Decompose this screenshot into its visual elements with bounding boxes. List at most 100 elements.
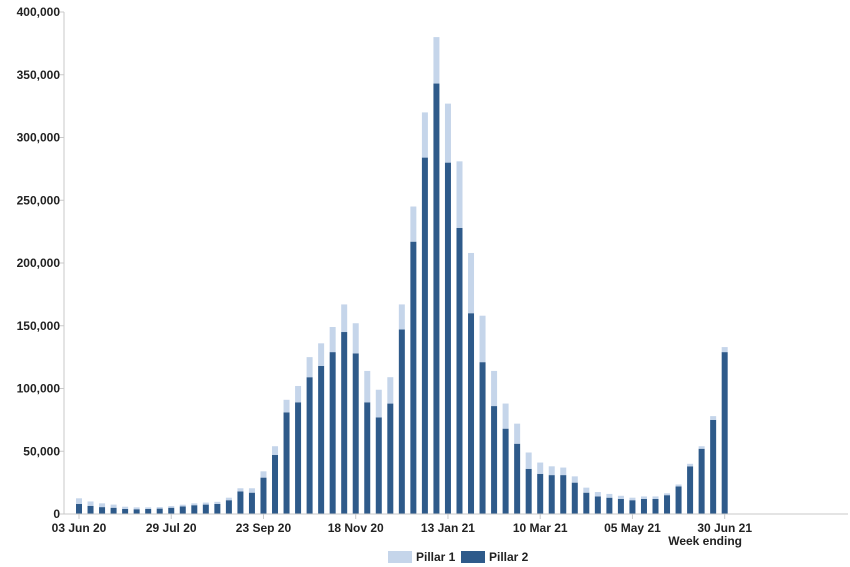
bar-pillar-1 [664, 493, 671, 496]
x-axis-title: Week ending [668, 534, 742, 548]
bar-pillar-2 [329, 352, 336, 514]
bar-pillar-2 [364, 402, 371, 514]
bar-pillar-1 [640, 496, 647, 499]
x-axis-ticks: 03 Jun 20 29 Jul 20 23 Sep 20 18 Nov 20 13 J… [52, 514, 752, 535]
bar-pillar-1 [594, 492, 601, 497]
bar-pillar-1 [272, 446, 279, 456]
bar-pillar-1 [364, 370, 371, 403]
bar-pillar-2 [179, 506, 186, 514]
bar-pillar-1 [491, 370, 498, 407]
bar-pillar-2 [421, 157, 428, 514]
bar-pillar-2 [375, 417, 382, 514]
bar-pillar-2 [145, 508, 152, 514]
y-tick-label: 200,000 [17, 256, 61, 270]
bar-pillar-1 [283, 399, 290, 413]
bar-pillar-1 [76, 498, 82, 504]
bar-pillar-2 [387, 403, 394, 514]
bar-pillar-2 [687, 466, 694, 514]
bar-pillar-1 [225, 497, 232, 501]
bar-pillar-2 [640, 498, 647, 514]
legend-label-pillar-1: Pillar 1 [416, 550, 456, 564]
bar-pillar-1 [421, 112, 428, 158]
bar-pillar-2 [352, 353, 359, 514]
bar-pillar-1 [122, 506, 129, 509]
x-tick-label: 29 Jul 20 [146, 521, 197, 535]
bar-pillar-2 [456, 227, 463, 515]
bar-pillar-2 [272, 455, 279, 514]
bar-pillar-1 [248, 488, 255, 493]
bar-pillar-1 [398, 304, 405, 330]
bar-pillar-1 [352, 323, 359, 354]
bar-pillar-1 [548, 466, 555, 476]
bar-pillar-2 [295, 402, 302, 514]
bar-pillar-1 [687, 463, 694, 467]
bar-pillar-2 [398, 329, 405, 514]
bar-pillar-1 [341, 304, 348, 333]
bar-pillar-1 [606, 493, 613, 498]
bar-pillar-2 [87, 505, 94, 514]
bar-pillar-1 [318, 343, 325, 366]
bar-pillar-1 [710, 416, 717, 420]
bar-pillar-2 [156, 508, 163, 514]
x-tick-label: 23 Sep 20 [236, 521, 292, 535]
bar-pillar-2 [283, 412, 290, 514]
y-tick-label: 150,000 [17, 319, 61, 333]
bar-pillar-1 [237, 488, 244, 492]
bar-pillar-1 [133, 507, 140, 510]
bar-pillar-1 [179, 504, 186, 507]
y-tick-label: 400,000 [17, 5, 61, 19]
bar-pillar-2 [237, 491, 244, 514]
bar-pillar-2 [594, 496, 601, 514]
bar-pillar-1 [514, 423, 521, 444]
bar-pillar-2 [76, 503, 82, 514]
bar-pillar-2 [479, 362, 486, 514]
bar-pillar-2 [698, 448, 705, 514]
bar-pillar-2 [617, 498, 624, 514]
legend-label-pillar-2: Pillar 2 [489, 550, 529, 564]
bar-pillar-2 [560, 475, 567, 514]
bar-pillar-2 [214, 503, 221, 514]
bar-pillar-1 [191, 503, 198, 506]
bar-pillar-2 [514, 443, 521, 514]
bar-pillar-1 [560, 467, 567, 476]
x-tick-label: 30 Jun 21 [697, 521, 752, 535]
bar-pillar-1 [617, 495, 624, 499]
bar-pillar-2 [433, 83, 440, 514]
bar-pillar-2 [168, 507, 175, 514]
bar-pillar-1 [537, 462, 544, 474]
bar-pillar-2 [318, 365, 325, 514]
x-tick-label: 05 May 21 [604, 521, 661, 535]
bar-pillar-1 [444, 103, 451, 163]
bar-pillar-2 [537, 473, 544, 514]
bar-pillar-1 [479, 315, 486, 363]
bars [76, 37, 728, 515]
y-axis-ticks: 0 50,000 100,000 150,000 200,000 250,000 300,0… [17, 5, 64, 521]
bar-pillar-2 [652, 498, 659, 514]
y-tick-label: 0 [53, 507, 60, 521]
bar-pillar-2 [571, 482, 578, 515]
bar-pillar-1 [721, 347, 728, 353]
legend: Pillar 1 Pillar 2 [388, 550, 529, 564]
bar-pillar-1 [525, 452, 532, 469]
bar-pillar-2 [110, 507, 117, 514]
bar-pillar-1 [675, 484, 682, 487]
bar-pillar-1 [502, 403, 509, 429]
bar-pillar-1 [306, 357, 313, 378]
bar-pillar-1 [571, 476, 578, 483]
bar-pillar-2 [341, 332, 348, 514]
bar-pillar-1 [214, 501, 221, 504]
bar-pillar-2 [675, 486, 682, 514]
bar-pillar-2 [410, 241, 417, 515]
bar-pillar-2 [525, 468, 532, 514]
legend-swatch-pillar-1 [388, 551, 412, 563]
bar-pillar-2 [629, 500, 636, 514]
bar-pillar-2 [721, 352, 728, 514]
bar-pillar-2 [306, 377, 313, 514]
bar-pillar-2 [664, 495, 671, 514]
bar-pillar-1 [652, 496, 659, 499]
bar-pillar-1 [295, 385, 302, 403]
bar-pillar-1 [110, 504, 117, 508]
bar-pillar-1 [583, 487, 590, 493]
bar-pillar-2 [444, 162, 451, 514]
